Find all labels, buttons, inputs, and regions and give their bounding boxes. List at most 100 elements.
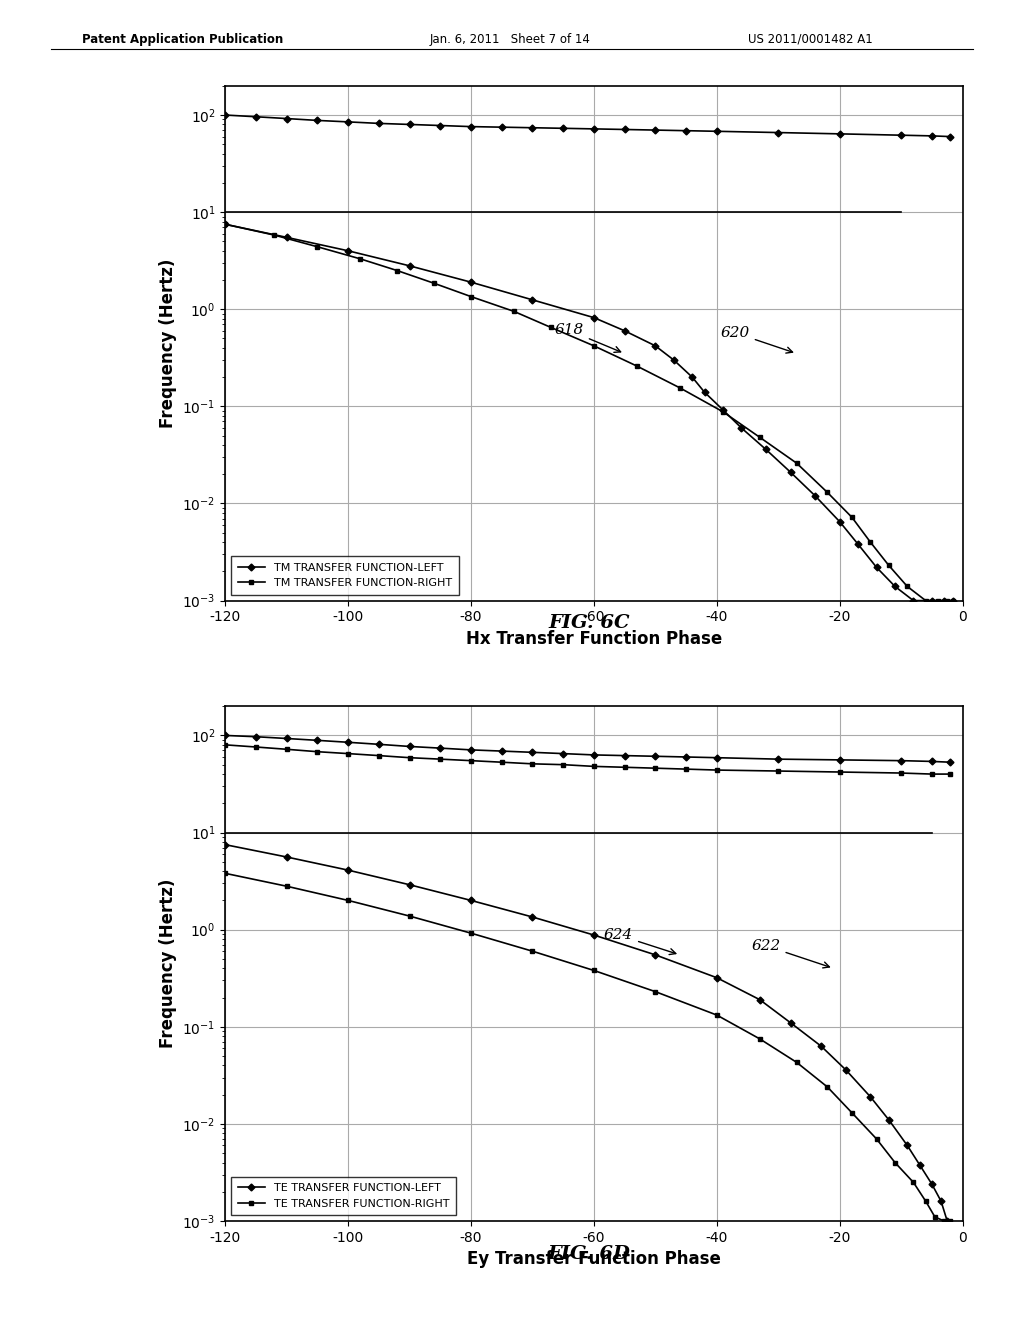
TE TRANSFER FUNCTION-LEFT xyxy=(649,946,662,962)
TE TRANSFER FUNCTION-LEFT xyxy=(935,1193,947,1209)
X-axis label: Ey Transfer Function Phase: Ey Transfer Function Phase xyxy=(467,1250,721,1269)
TM TRANSFER FUNCTION-RIGHT xyxy=(268,227,281,243)
TM TRANSFER FUNCTION-RIGHT xyxy=(508,304,520,319)
TE TRANSFER FUNCTION-LEFT xyxy=(465,892,477,908)
TE TRANSFER FUNCTION-RIGHT xyxy=(281,878,293,894)
TM TRANSFER FUNCTION-RIGHT xyxy=(631,358,643,374)
TM TRANSFER FUNCTION-RIGHT xyxy=(846,510,858,525)
Text: 622: 622 xyxy=(752,939,829,968)
Text: 620: 620 xyxy=(721,326,793,354)
TM TRANSFER FUNCTION-LEFT xyxy=(403,257,416,273)
TM TRANSFER FUNCTION-RIGHT xyxy=(354,251,367,267)
TM TRANSFER FUNCTION-LEFT xyxy=(281,230,293,246)
TM TRANSFER FUNCTION-LEFT xyxy=(618,323,631,339)
TE TRANSFER FUNCTION-RIGHT xyxy=(588,962,600,978)
TM TRANSFER FUNCTION-LEFT xyxy=(852,536,864,552)
TM TRANSFER FUNCTION-RIGHT xyxy=(465,289,477,305)
TE TRANSFER FUNCTION-LEFT xyxy=(840,1063,852,1078)
TM TRANSFER FUNCTION-RIGHT xyxy=(920,593,932,609)
TE TRANSFER FUNCTION-LEFT xyxy=(913,1156,926,1172)
TM TRANSFER FUNCTION-RIGHT xyxy=(219,216,231,232)
Text: Jan. 6, 2011   Sheet 7 of 14: Jan. 6, 2011 Sheet 7 of 14 xyxy=(430,33,591,46)
TE TRANSFER FUNCTION-RIGHT xyxy=(403,908,416,924)
TE TRANSFER FUNCTION-LEFT xyxy=(588,927,600,942)
TE TRANSFER FUNCTION-RIGHT xyxy=(846,1105,858,1121)
TM TRANSFER FUNCTION-RIGHT xyxy=(901,578,913,594)
TM TRANSFER FUNCTION-LEFT xyxy=(735,420,748,436)
Text: 618: 618 xyxy=(555,323,621,352)
TM TRANSFER FUNCTION-RIGHT xyxy=(883,557,895,573)
Text: 624: 624 xyxy=(604,928,676,954)
TE TRANSFER FUNCTION-RIGHT xyxy=(754,1031,766,1047)
TM TRANSFER FUNCTION-RIGHT xyxy=(717,404,729,420)
TM TRANSFER FUNCTION-RIGHT xyxy=(428,276,440,292)
X-axis label: Hx Transfer Function Phase: Hx Transfer Function Phase xyxy=(466,630,722,648)
Line: TE TRANSFER FUNCTION-LEFT: TE TRANSFER FUNCTION-LEFT xyxy=(223,842,949,1224)
TE TRANSFER FUNCTION-LEFT xyxy=(711,970,723,986)
TE TRANSFER FUNCTION-RIGHT xyxy=(791,1055,803,1071)
TE TRANSFER FUNCTION-RIGHT xyxy=(929,1209,941,1225)
TE TRANSFER FUNCTION-LEFT xyxy=(941,1213,953,1229)
TE TRANSFER FUNCTION-RIGHT xyxy=(711,1007,723,1023)
TM TRANSFER FUNCTION-LEFT xyxy=(809,488,821,504)
TM TRANSFER FUNCTION-LEFT xyxy=(668,352,680,368)
TE TRANSFER FUNCTION-RIGHT xyxy=(920,1193,932,1209)
TE TRANSFER FUNCTION-RIGHT xyxy=(342,892,354,908)
TM TRANSFER FUNCTION-LEFT xyxy=(926,593,938,609)
Line: TM TRANSFER FUNCTION-LEFT: TM TRANSFER FUNCTION-LEFT xyxy=(223,222,955,603)
Legend: TE TRANSFER FUNCTION-LEFT, TE TRANSFER FUNCTION-RIGHT: TE TRANSFER FUNCTION-LEFT, TE TRANSFER F… xyxy=(230,1176,457,1216)
TE TRANSFER FUNCTION-LEFT xyxy=(281,849,293,865)
TM TRANSFER FUNCTION-RIGHT xyxy=(588,338,600,354)
TE TRANSFER FUNCTION-LEFT xyxy=(754,991,766,1007)
TM TRANSFER FUNCTION-RIGHT xyxy=(391,263,403,279)
TE TRANSFER FUNCTION-LEFT xyxy=(901,1138,913,1154)
TM TRANSFER FUNCTION-LEFT xyxy=(698,384,711,400)
TM TRANSFER FUNCTION-RIGHT xyxy=(791,455,803,471)
TE TRANSFER FUNCTION-LEFT xyxy=(883,1111,895,1127)
TM TRANSFER FUNCTION-RIGHT xyxy=(947,593,959,609)
TM TRANSFER FUNCTION-RIGHT xyxy=(821,484,834,500)
TM TRANSFER FUNCTION-RIGHT xyxy=(311,239,324,255)
TM TRANSFER FUNCTION-LEFT xyxy=(907,593,920,609)
Y-axis label: Frequency (Hertz): Frequency (Hertz) xyxy=(159,259,177,428)
Y-axis label: Frequency (Hertz): Frequency (Hertz) xyxy=(159,879,177,1048)
TM TRANSFER FUNCTION-RIGHT xyxy=(545,319,557,335)
Text: Patent Application Publication: Patent Application Publication xyxy=(82,33,284,46)
Text: US 2011/0001482 A1: US 2011/0001482 A1 xyxy=(748,33,872,46)
TE TRANSFER FUNCTION-RIGHT xyxy=(907,1175,920,1191)
TM TRANSFER FUNCTION-LEFT xyxy=(760,442,772,458)
TE TRANSFER FUNCTION-RIGHT xyxy=(219,866,231,882)
TE TRANSFER FUNCTION-RIGHT xyxy=(526,944,539,960)
Line: TE TRANSFER FUNCTION-RIGHT: TE TRANSFER FUNCTION-RIGHT xyxy=(223,871,952,1224)
TE TRANSFER FUNCTION-RIGHT xyxy=(938,1213,950,1229)
TM TRANSFER FUNCTION-LEFT xyxy=(870,560,883,576)
TM TRANSFER FUNCTION-LEFT xyxy=(465,275,477,290)
TM TRANSFER FUNCTION-LEFT xyxy=(649,338,662,354)
TM TRANSFER FUNCTION-LEFT xyxy=(784,465,797,480)
TM TRANSFER FUNCTION-RIGHT xyxy=(864,535,877,550)
Text: FIG. 6D: FIG. 6D xyxy=(548,1245,630,1263)
TE TRANSFER FUNCTION-RIGHT xyxy=(870,1131,883,1147)
TM TRANSFER FUNCTION-LEFT xyxy=(947,593,959,609)
TM TRANSFER FUNCTION-LEFT xyxy=(717,403,729,418)
TM TRANSFER FUNCTION-RIGHT xyxy=(754,429,766,445)
Line: TM TRANSFER FUNCTION-RIGHT: TM TRANSFER FUNCTION-RIGHT xyxy=(223,222,955,603)
TE TRANSFER FUNCTION-RIGHT xyxy=(821,1078,834,1094)
TE TRANSFER FUNCTION-LEFT xyxy=(864,1089,877,1105)
TE TRANSFER FUNCTION-LEFT xyxy=(403,876,416,892)
TM TRANSFER FUNCTION-LEFT xyxy=(686,370,698,385)
TM TRANSFER FUNCTION-LEFT xyxy=(834,513,846,529)
TE TRANSFER FUNCTION-LEFT xyxy=(784,1015,797,1031)
TM TRANSFER FUNCTION-RIGHT xyxy=(674,380,686,396)
TM TRANSFER FUNCTION-LEFT xyxy=(219,216,231,232)
TE TRANSFER FUNCTION-LEFT xyxy=(342,862,354,878)
TM TRANSFER FUNCTION-LEFT xyxy=(889,578,901,594)
Text: FIG. 6C: FIG. 6C xyxy=(548,614,630,632)
TM TRANSFER FUNCTION-LEFT xyxy=(588,310,600,326)
TE TRANSFER FUNCTION-LEFT xyxy=(926,1176,938,1192)
Legend: TM TRANSFER FUNCTION-LEFT, TM TRANSFER FUNCTION-RIGHT: TM TRANSFER FUNCTION-LEFT, TM TRANSFER F… xyxy=(230,556,459,595)
TE TRANSFER FUNCTION-LEFT xyxy=(815,1039,827,1055)
TM TRANSFER FUNCTION-LEFT xyxy=(526,292,539,308)
TE TRANSFER FUNCTION-RIGHT xyxy=(944,1213,956,1229)
TE TRANSFER FUNCTION-RIGHT xyxy=(465,925,477,941)
